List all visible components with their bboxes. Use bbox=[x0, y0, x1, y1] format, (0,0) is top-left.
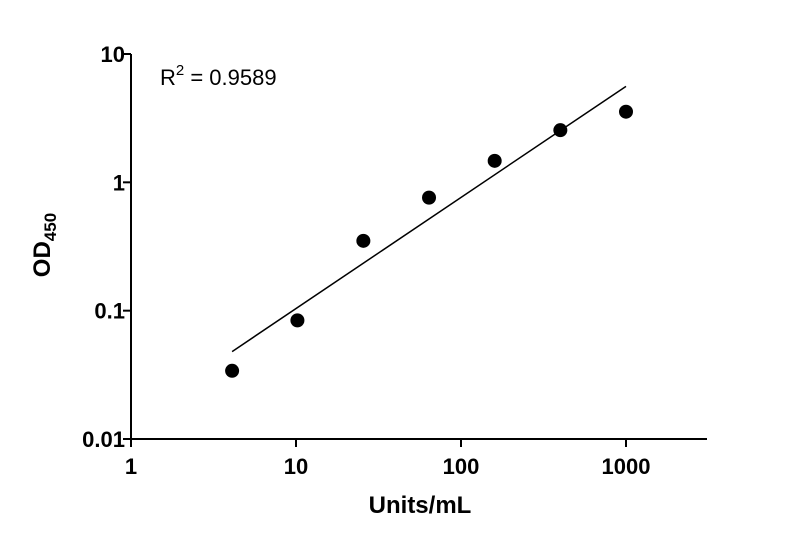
ticks: 1 10 100 1000 0.01 0.1 1 10 bbox=[82, 42, 650, 479]
data-point bbox=[487, 153, 502, 168]
axes bbox=[130, 54, 707, 440]
r-squared-superscript: 2 bbox=[176, 62, 184, 79]
x-tick-label: 10 bbox=[284, 454, 308, 479]
r-squared-value: = 0.9589 bbox=[184, 65, 276, 90]
y-tick-label: 0.01 bbox=[82, 427, 125, 452]
y-tick-label: 0.1 bbox=[94, 299, 125, 324]
data-point bbox=[422, 190, 437, 205]
data-point bbox=[290, 313, 305, 328]
data-point bbox=[356, 233, 371, 248]
y-axis-title-main: OD bbox=[29, 241, 56, 277]
r-squared-base: R bbox=[160, 65, 176, 90]
data-point bbox=[619, 104, 633, 119]
regression-line bbox=[231, 85, 627, 353]
x-tick-label: 1000 bbox=[602, 454, 651, 479]
y-tick-label: 10 bbox=[101, 42, 125, 67]
x-axis-title: Units/mL bbox=[369, 492, 472, 519]
fit-line-group bbox=[231, 85, 627, 353]
y-axis-title: OD450 bbox=[29, 213, 60, 277]
data-points bbox=[225, 104, 633, 378]
y-tick-label: 1 bbox=[113, 170, 125, 195]
x-tick-label: 1 bbox=[125, 454, 137, 479]
r-squared-annotation: R2 = 0.9589 bbox=[160, 62, 277, 90]
y-axis-title-subscript: 450 bbox=[41, 213, 60, 241]
x-tick-label: 100 bbox=[443, 454, 480, 479]
data-point bbox=[553, 123, 568, 138]
data-point bbox=[225, 363, 240, 378]
